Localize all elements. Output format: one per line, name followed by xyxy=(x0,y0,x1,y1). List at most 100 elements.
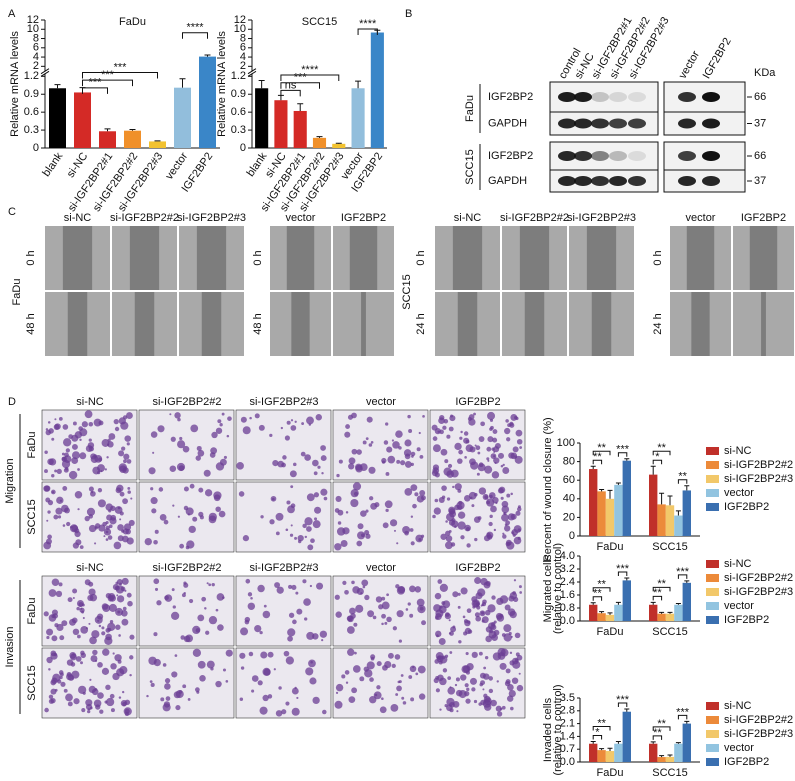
band xyxy=(628,151,646,161)
cell-blob xyxy=(409,665,417,673)
legend-swatch xyxy=(706,616,719,624)
bar xyxy=(370,32,384,148)
cell-blob xyxy=(359,676,365,682)
cell-blob xyxy=(263,604,267,608)
cell-blob xyxy=(450,414,454,418)
error-bar xyxy=(590,741,596,744)
error-bar xyxy=(258,80,265,89)
cell-blob xyxy=(244,619,250,625)
cell-blob xyxy=(334,543,342,551)
cell-blob xyxy=(47,510,51,514)
cell-blob xyxy=(58,416,63,421)
cell-blob xyxy=(259,631,263,635)
cell-blob xyxy=(398,446,402,450)
cell-blob xyxy=(203,469,211,477)
error-bar xyxy=(650,741,656,744)
cell-blob xyxy=(66,521,71,527)
legend-label: IGF2BP2 xyxy=(724,756,769,768)
axis-break xyxy=(247,68,257,77)
cell-blob xyxy=(515,429,523,437)
cell-blob xyxy=(369,496,374,501)
band xyxy=(609,92,627,102)
significance-label: *** xyxy=(676,706,690,718)
cell-blob xyxy=(122,467,129,474)
protein-label: IGF2BP2 xyxy=(488,91,533,103)
cell-blob xyxy=(291,584,297,590)
cell-blob xyxy=(438,497,445,504)
cell-blob xyxy=(504,525,511,532)
column-label: si-IGF2BP2#2 xyxy=(152,396,221,408)
y-tick-label: 6 xyxy=(240,42,246,54)
cell-blob xyxy=(239,652,246,659)
cell-blob xyxy=(316,582,324,590)
cell-blob xyxy=(465,651,469,656)
bar xyxy=(649,743,658,762)
error-bar xyxy=(650,465,656,475)
cell-blob xyxy=(420,534,425,538)
x-tick-label: FaDu xyxy=(597,541,624,553)
bar xyxy=(312,137,327,148)
panel-label: A xyxy=(8,8,16,20)
cell-blob xyxy=(439,583,448,592)
wound-gap xyxy=(291,292,310,356)
cell-blob xyxy=(357,523,364,530)
cell-blob xyxy=(362,440,367,445)
cell-blob xyxy=(410,484,418,492)
cell-blob xyxy=(121,577,129,585)
cell-blob xyxy=(196,445,202,452)
cell-blob xyxy=(103,528,112,536)
cell-blob xyxy=(501,505,510,514)
cell-blob xyxy=(392,626,397,631)
lane-label: vector xyxy=(677,49,703,81)
cell-blob xyxy=(506,437,511,442)
bar xyxy=(199,56,216,148)
cell-blob xyxy=(411,455,414,458)
error-bar xyxy=(204,54,211,57)
cell-blob xyxy=(450,542,456,547)
cell-blob xyxy=(118,634,121,637)
cell-blob xyxy=(144,537,152,546)
cell-blob xyxy=(515,510,521,516)
protein-label: IGF2BP2 xyxy=(488,150,533,162)
cell-blob xyxy=(46,656,53,664)
y-tick-label: 1.6 xyxy=(560,589,575,601)
cell-blob xyxy=(489,514,493,519)
band xyxy=(609,176,627,186)
cell-blob xyxy=(422,414,425,418)
protein-label: GAPDH xyxy=(488,175,527,187)
cell-blob xyxy=(514,632,521,639)
cell-blob xyxy=(493,620,497,624)
cell-blob xyxy=(471,651,478,659)
cell-line-label: FaDu xyxy=(26,598,38,625)
cell-blob xyxy=(115,581,119,585)
cell-blob xyxy=(88,685,96,694)
cell-blob xyxy=(177,515,181,518)
significance-bracket xyxy=(652,586,671,592)
y-tick-label: 4 xyxy=(240,51,246,63)
cell-blob xyxy=(88,486,94,492)
wound-gap xyxy=(129,226,160,290)
cell-blob xyxy=(198,487,204,493)
x-tick-label: SCC15 xyxy=(652,541,687,553)
cell-blob xyxy=(466,608,472,614)
legend-swatch xyxy=(706,461,719,469)
column-label: si-NC xyxy=(76,396,104,408)
cell-blob xyxy=(435,676,439,680)
cell-blob xyxy=(164,683,171,690)
cell-blob xyxy=(385,508,389,513)
cell-blob xyxy=(460,587,468,595)
cell-blob xyxy=(408,675,413,679)
error-bar xyxy=(599,748,605,751)
cell-blob xyxy=(320,488,328,496)
cell-blob xyxy=(448,426,454,432)
cell-blob xyxy=(296,608,303,615)
cell-blob xyxy=(153,539,158,545)
cell-blob xyxy=(493,457,500,464)
significance-bracket xyxy=(592,450,611,456)
cell-blob xyxy=(334,508,340,513)
significance-bracket xyxy=(592,596,603,601)
cell-blob xyxy=(85,627,88,630)
cell-blob xyxy=(170,611,180,620)
cell-blob xyxy=(335,611,342,618)
legend-swatch xyxy=(706,758,719,766)
